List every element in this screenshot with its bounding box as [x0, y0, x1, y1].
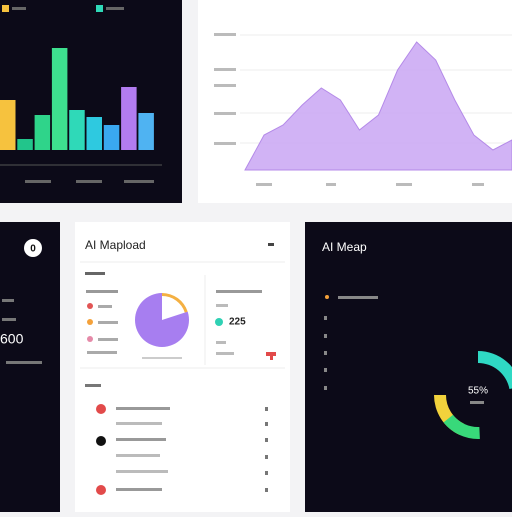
label	[87, 351, 117, 354]
y-axis-text	[214, 33, 484, 186]
dark-panel	[305, 222, 512, 512]
axis-text	[25, 180, 51, 183]
label	[98, 305, 112, 308]
bar-panel	[0, 0, 182, 203]
bar	[0, 100, 16, 150]
bar	[121, 87, 137, 150]
big-value: 600	[0, 331, 24, 347]
badge-text: 0	[30, 244, 36, 255]
legend-swatch	[96, 5, 103, 12]
bar	[17, 139, 33, 150]
list	[324, 295, 378, 390]
left-panel	[0, 222, 60, 512]
bar	[138, 113, 154, 150]
pie-slice	[134, 293, 189, 347]
bar	[51, 48, 68, 150]
label	[216, 304, 228, 307]
stat: 225	[229, 317, 246, 328]
card-title: AI Mapload	[85, 238, 146, 252]
legend-dot	[87, 303, 93, 309]
legend-text	[12, 7, 26, 10]
menu-icon	[268, 243, 274, 246]
area	[244, 41, 512, 171]
label	[98, 321, 118, 324]
list	[96, 404, 268, 495]
axis-text	[124, 180, 154, 183]
label	[6, 361, 42, 364]
panel-title: AI Meap	[322, 240, 367, 254]
legend-swatch	[2, 5, 9, 12]
legend-dot	[87, 319, 93, 325]
badge	[24, 239, 42, 257]
label	[85, 384, 101, 387]
bar	[103, 125, 120, 150]
label	[2, 299, 14, 302]
donut-segment	[478, 351, 512, 390]
label	[85, 272, 105, 275]
legend-dot	[215, 318, 223, 326]
label	[216, 341, 226, 344]
flag-icon	[266, 352, 276, 360]
axis-text	[76, 180, 102, 183]
card	[75, 222, 290, 512]
label	[216, 352, 234, 355]
bar	[69, 110, 85, 150]
percent: 55%	[468, 386, 488, 397]
pie-slice	[162, 293, 188, 313]
label	[86, 290, 118, 293]
area-panel	[198, 0, 512, 203]
legend-text	[106, 7, 124, 10]
label	[216, 290, 262, 293]
legend-dot	[87, 336, 93, 342]
pie-base	[142, 357, 182, 359]
donut-segment	[443, 414, 480, 439]
bar	[34, 115, 51, 150]
label	[470, 401, 484, 404]
bar	[86, 117, 102, 150]
label	[2, 318, 16, 321]
label	[98, 338, 118, 341]
